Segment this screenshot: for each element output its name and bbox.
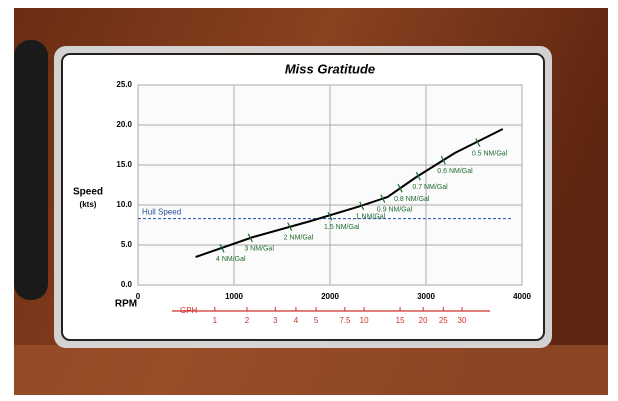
wood-rail	[14, 345, 608, 395]
annotation-label: 0.8 NM/Gal	[394, 196, 430, 203]
y-tick-label: 25.0	[116, 80, 132, 89]
gph-tick-label: 15	[396, 316, 405, 325]
annotation-label: 0.5 NM/Gal	[472, 150, 508, 157]
x-tick-label: 2000	[321, 292, 339, 301]
y-tick-label: 10.0	[116, 200, 132, 209]
annotation-label: 4 NM/Gal	[216, 256, 246, 263]
y-tick-label: 0.0	[121, 280, 133, 289]
gph-tick-label: 10	[360, 316, 369, 325]
gph-tick-label: 20	[419, 316, 428, 325]
chart-title: Miss Gratitude	[285, 61, 375, 76]
y-tick-label: 5.0	[121, 240, 133, 249]
x-tick-label: 0	[136, 292, 141, 301]
gph-tick-label: 4	[294, 316, 299, 325]
gph-tick-label: 25	[439, 316, 448, 325]
annotation-label: 0.7 NM/Gal	[412, 184, 448, 191]
x-tick-label: 4000	[513, 292, 531, 301]
hull-speed-label: Hull Speed	[142, 208, 181, 217]
gph-tick-label: 30	[458, 316, 467, 325]
y-axis-unit: (kts)	[80, 200, 97, 209]
annotation-label: 0.6 NM/Gal	[437, 168, 473, 175]
gph-tick-label: 1	[213, 316, 218, 325]
dark-object	[14, 40, 48, 300]
gph-tick-label: 2	[245, 316, 250, 325]
annotation-label: 1.5 NM/Gal	[324, 224, 360, 231]
gph-tick-label: 3	[273, 316, 278, 325]
y-axis-label: Speed	[73, 187, 103, 198]
gph-tick-label: 5	[314, 316, 319, 325]
gph-tick-label: 7.5	[339, 316, 351, 325]
gph-axis-label: GPH	[180, 306, 198, 315]
y-tick-label: 20.0	[116, 120, 132, 129]
x-tick-label: 1000	[225, 292, 243, 301]
screenshot: Miss Gratitude Speed (kts) RPM 0.05.010.…	[0, 0, 618, 401]
annotation-label: 0.9 NM/Gal	[377, 206, 413, 213]
y-tick-label: 15.0	[116, 160, 132, 169]
annotation-label: 1 NM/Gal	[356, 214, 386, 221]
x-tick-label: 3000	[417, 292, 435, 301]
annotation-label: 3 NM/Gal	[244, 246, 274, 253]
annotation-label: 2 NM/Gal	[284, 234, 314, 241]
x-axis-label: RPM	[115, 299, 137, 310]
